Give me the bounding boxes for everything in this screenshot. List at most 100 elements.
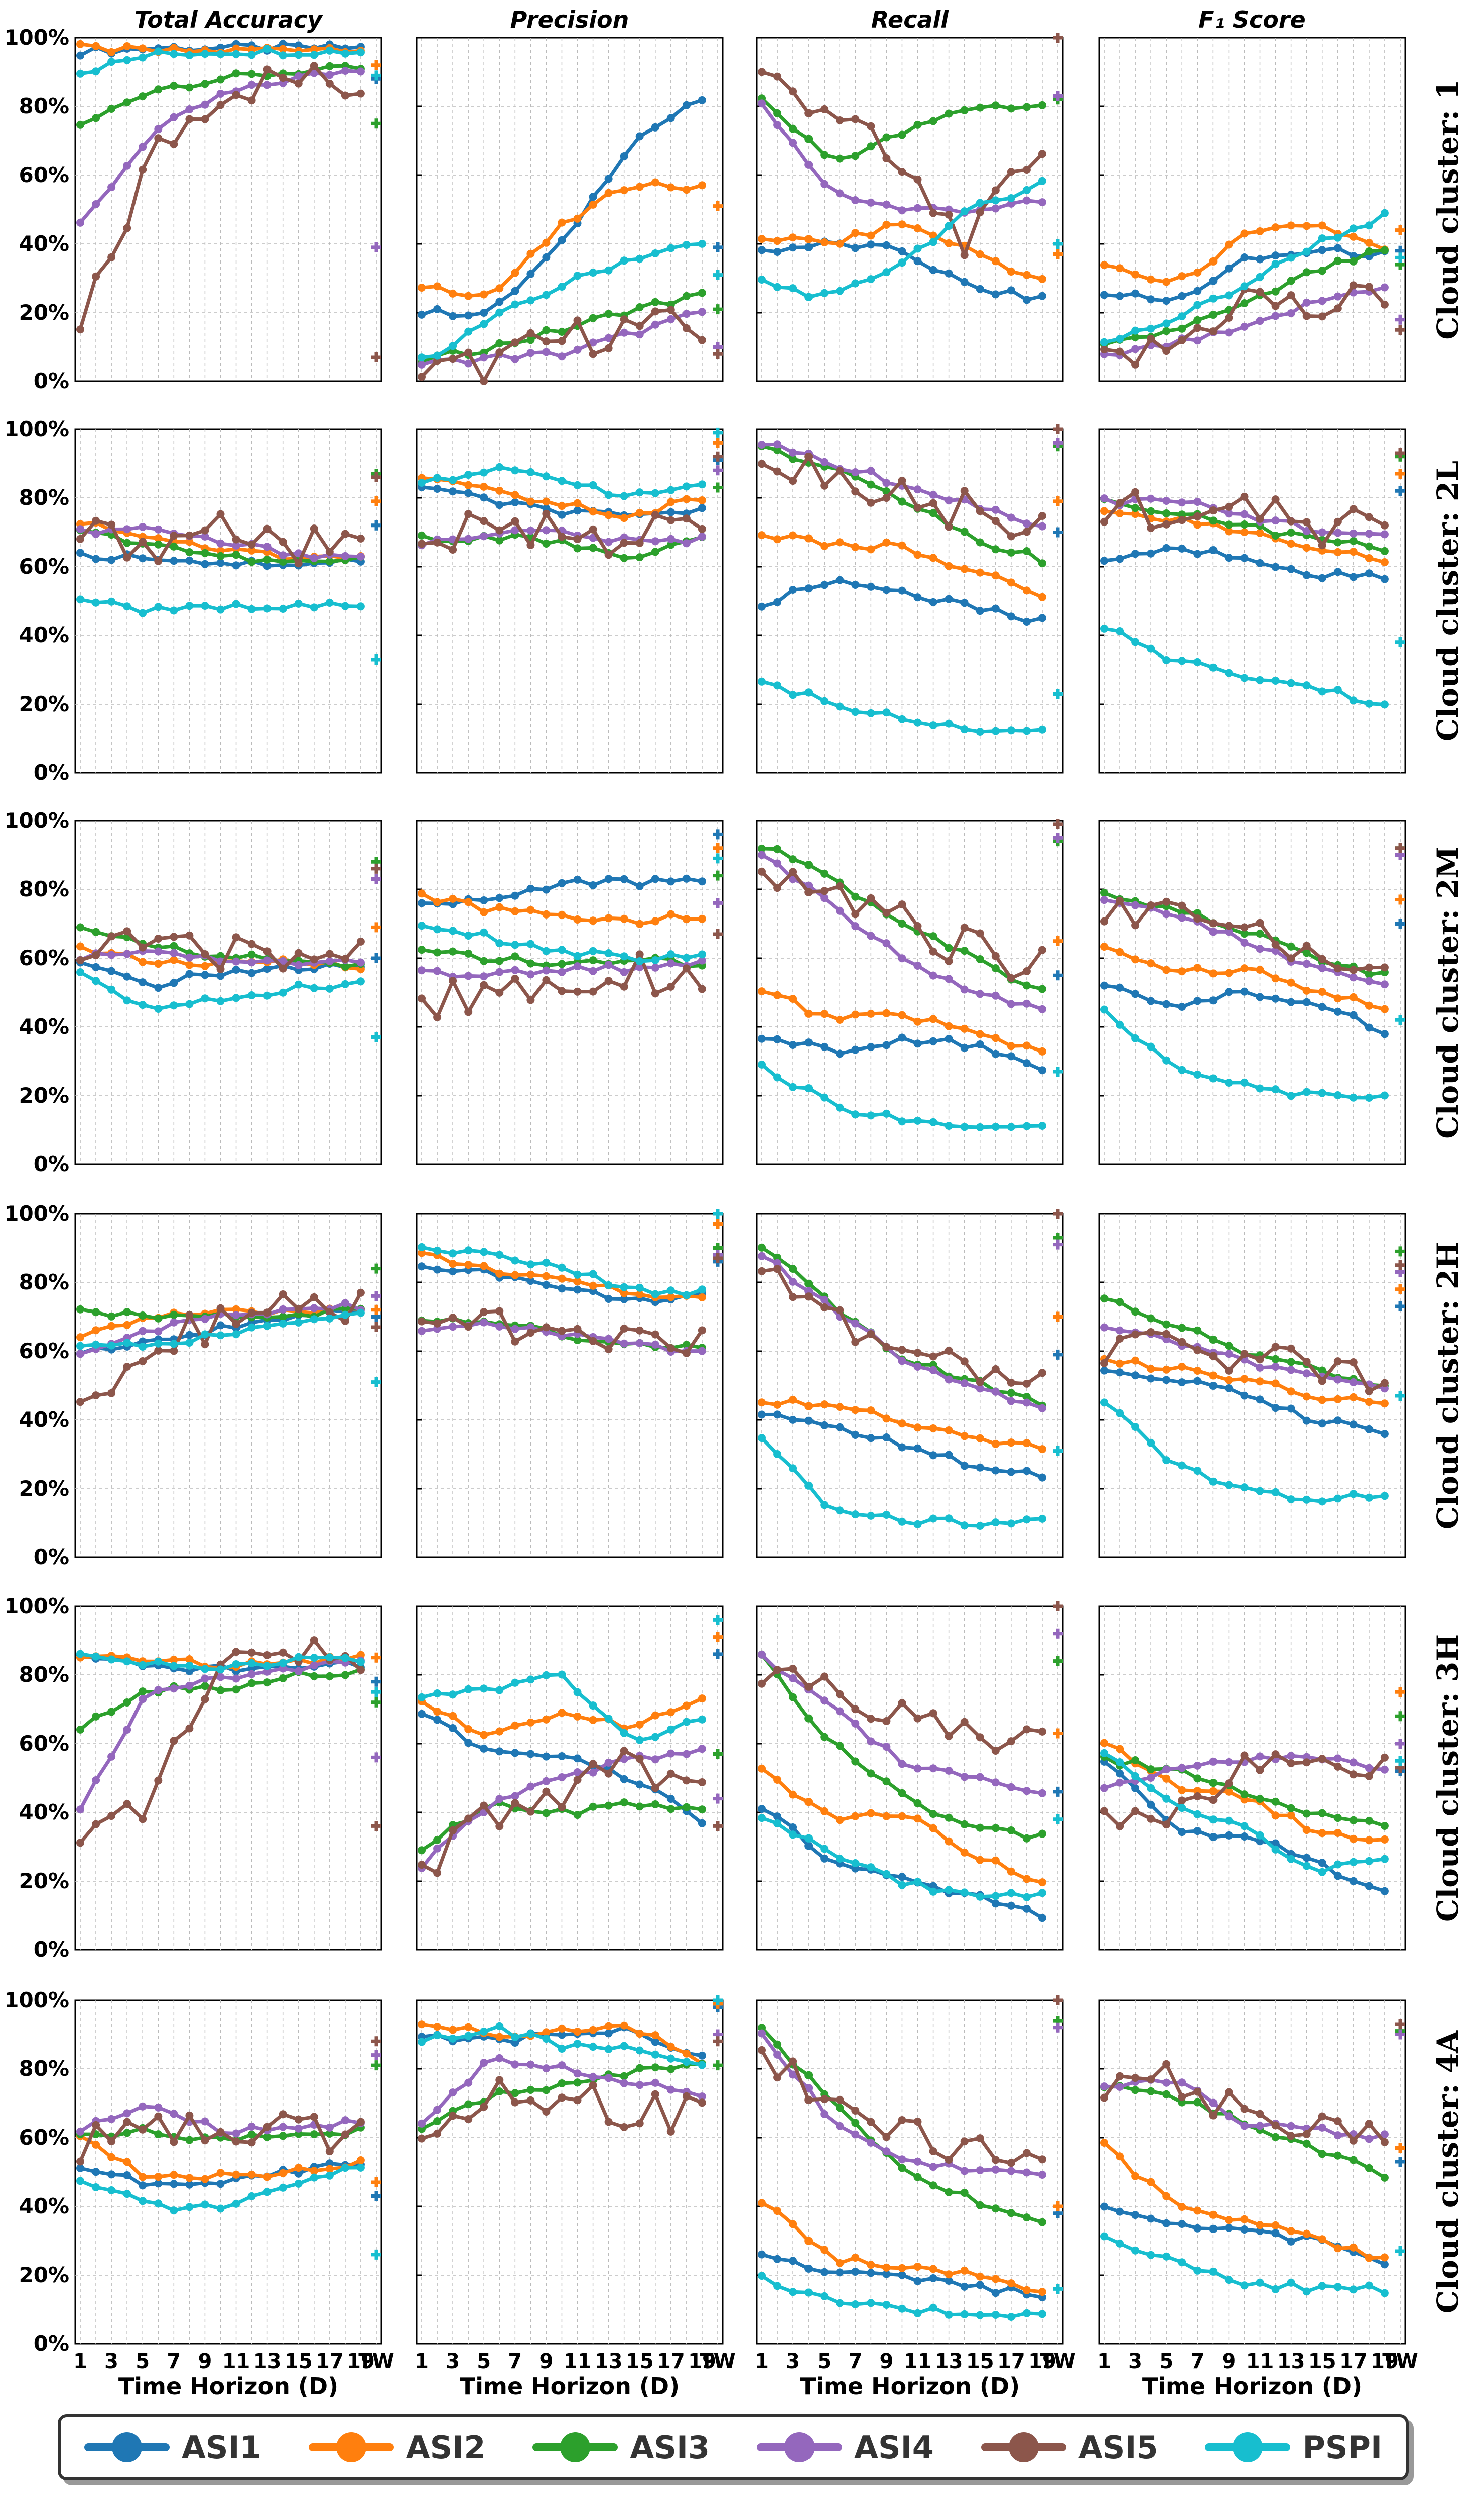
data-point-asi3 (820, 1733, 829, 1741)
data-point-pspi (154, 47, 163, 56)
data-point-pspi (1240, 1078, 1249, 1087)
data-point-asi1 (1162, 297, 1171, 305)
data-point-asi1 (201, 560, 209, 568)
data-point-asi4 (92, 530, 100, 538)
data-point-asi3 (123, 2129, 131, 2137)
data-point-asi2 (1333, 1395, 1342, 1403)
data-point-pspi (666, 1725, 675, 1734)
data-point-pspi (76, 1342, 84, 1350)
data-point-asi3 (976, 103, 984, 112)
data-point-asi2 (433, 1708, 442, 1716)
data-point-asi2 (1116, 1745, 1124, 1753)
data-point-asi1 (1225, 1384, 1233, 1392)
data-point-asi1 (960, 2282, 969, 2291)
data-point-pspi (1365, 1857, 1373, 1865)
tw-marker-pspi (371, 2249, 381, 2260)
data-point-asi4 (526, 1782, 535, 1791)
data-point-asi2 (464, 292, 473, 300)
data-point-asi2 (851, 2254, 860, 2262)
data-point-asi1 (1380, 2260, 1389, 2269)
data-point-pspi (480, 468, 488, 477)
y-tick-label: 60% (19, 1339, 69, 1363)
data-point-asi4 (558, 968, 566, 976)
data-point-asi4 (851, 196, 860, 204)
data-point-asi5 (960, 2137, 969, 2146)
data-point-asi5 (1193, 2087, 1202, 2096)
data-point-asi4 (201, 1315, 209, 1323)
data-point-pspi (913, 1520, 922, 1528)
data-point-pspi (573, 481, 582, 489)
data-point-asi5 (325, 950, 334, 958)
data-point-asi2 (573, 1712, 582, 1721)
data-point-asi4 (991, 204, 1000, 213)
data-point-pspi (836, 2299, 844, 2307)
tw-marker-asi4 (1395, 2029, 1405, 2040)
data-point-asi5 (929, 2147, 937, 2155)
data-point-asi5 (758, 1679, 766, 1688)
data-point-asi4 (867, 467, 875, 475)
data-point-asi5 (1147, 2075, 1155, 2084)
data-point-asi5 (170, 1737, 178, 1745)
data-point-asi5 (92, 2121, 100, 2129)
data-point-pspi (698, 239, 706, 248)
data-point-asi2 (1131, 2172, 1140, 2180)
data-point-asi1 (1007, 1052, 1015, 1061)
data-point-pspi (464, 1246, 473, 1255)
data-point-asi1 (1287, 565, 1295, 573)
data-point-asi4 (123, 950, 131, 958)
y-tick-label: 40% (19, 1800, 69, 1824)
data-point-asi2 (589, 507, 597, 516)
data-point-asi1 (92, 963, 100, 971)
data-point-asi3 (1287, 277, 1295, 285)
data-point-asi2 (1162, 1774, 1171, 1783)
data-point-asi2 (929, 1424, 937, 1432)
data-point-asi5 (154, 1776, 163, 1785)
data-point-asi4 (620, 1339, 628, 1348)
data-point-pspi (418, 922, 426, 930)
data-point-asi1 (1333, 1416, 1342, 1425)
data-point-asi2 (1100, 943, 1108, 951)
data-point-asi4 (666, 1749, 675, 1758)
data-point-asi5 (573, 316, 582, 325)
data-point-asi4 (758, 851, 766, 859)
data-point-pspi (1100, 1749, 1108, 1757)
data-point-asi5 (325, 79, 334, 88)
data-point-asi3 (620, 1798, 628, 1807)
data-point-asi2 (1162, 2192, 1171, 2200)
data-point-asi2 (1193, 520, 1202, 529)
data-point-asi5 (480, 1801, 488, 1810)
data-point-asi2 (480, 482, 488, 491)
data-point-asi2 (698, 496, 706, 504)
data-point-asi5 (92, 1820, 100, 1828)
data-point-asi1 (1302, 998, 1311, 1006)
data-point-asi2 (758, 531, 766, 540)
data-point-asi4 (698, 533, 706, 541)
data-point-asi4 (882, 939, 891, 948)
data-point-asi2 (279, 2169, 287, 2177)
data-point-asi1 (773, 1035, 782, 1043)
data-point-pspi (1333, 233, 1342, 242)
data-point-pspi (216, 605, 225, 614)
data-point-asi2 (851, 1406, 860, 1414)
x-tick-label: 19 (1371, 2350, 1399, 2373)
data-point-asi1 (526, 270, 535, 278)
data-point-pspi (1131, 2246, 1140, 2255)
data-point-pspi (1116, 1409, 1124, 1417)
data-point-asi4 (1365, 1764, 1373, 1772)
data-point-asi5 (216, 510, 225, 518)
data-point-asi5 (1007, 532, 1015, 541)
data-point-asi2 (185, 538, 194, 546)
data-point-pspi (651, 2050, 659, 2059)
data-point-asi4 (247, 1670, 256, 1678)
data-point-pspi (139, 2197, 147, 2205)
data-point-asi3 (976, 1823, 984, 1832)
data-point-asi1 (620, 152, 628, 160)
data-point-asi5 (542, 1787, 551, 1796)
data-point-pspi (913, 1878, 922, 1886)
data-point-asi4 (773, 1259, 782, 1267)
tw-marker-asi5 (713, 1253, 723, 1264)
data-point-asi4 (929, 971, 937, 980)
data-point-pspi (773, 283, 782, 291)
data-point-asi3 (882, 133, 891, 142)
data-point-asi3 (526, 2086, 535, 2094)
